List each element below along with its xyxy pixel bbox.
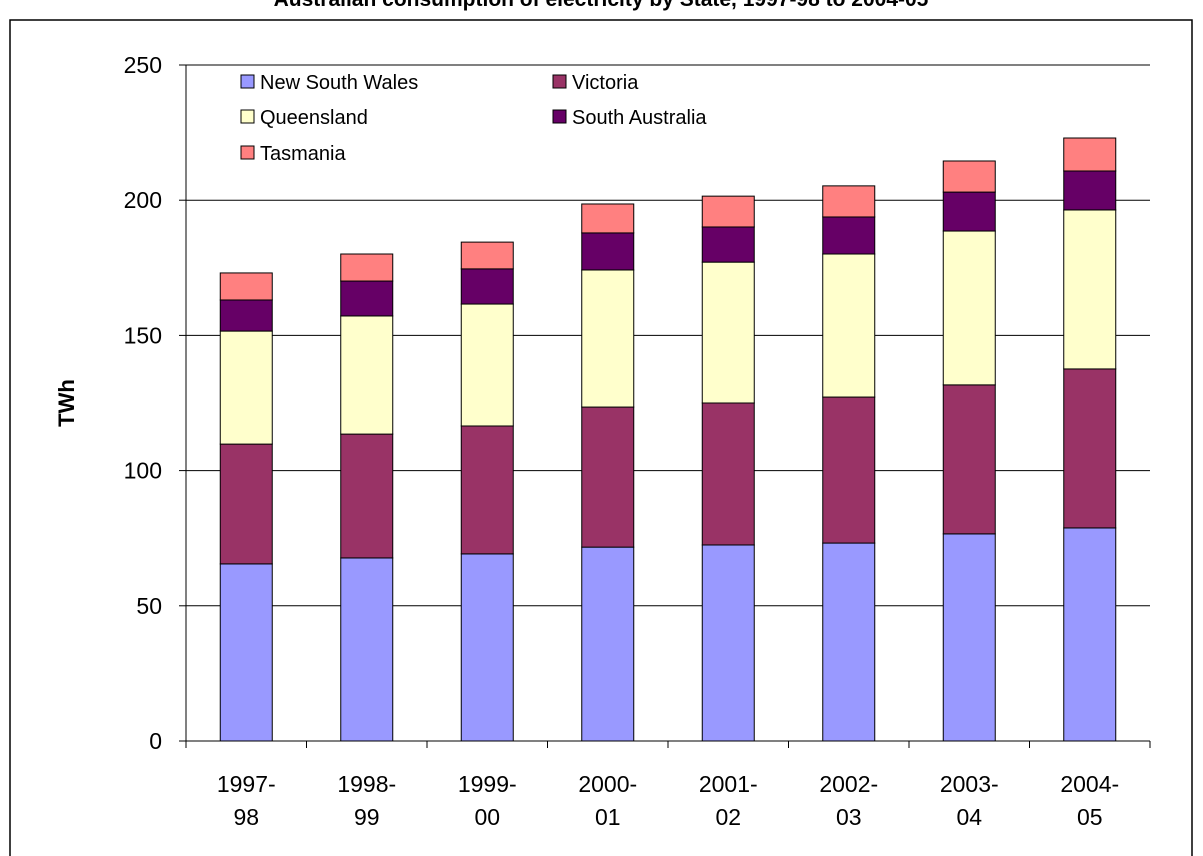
- x-tick-label-line: 00: [474, 804, 500, 830]
- chart-title: Australian consumption of electricity by…: [274, 0, 929, 11]
- bar-segment: [822, 253, 876, 398]
- legend-label: New South Wales: [260, 72, 418, 94]
- x-tick-label: 2004- 05: [1060, 771, 1119, 830]
- x-tick-label: 1997- 98: [217, 771, 276, 830]
- legend-swatch: [240, 145, 255, 160]
- x-tick-label: 2000- 01: [578, 771, 637, 830]
- bar-segment: [701, 544, 755, 742]
- x-tick-label-line: 05: [1077, 804, 1103, 830]
- bar-segment: [340, 557, 394, 742]
- bar-segment: [581, 406, 635, 548]
- bar-segment: [822, 396, 876, 544]
- y-tick-label: 0: [149, 728, 162, 754]
- x-tick-label-line: 2002-: [819, 771, 878, 797]
- bar-segment: [219, 272, 273, 301]
- x-tick-label: 2001- 02: [699, 771, 758, 830]
- legend-swatch: [552, 74, 567, 89]
- bar-segment: [1063, 170, 1117, 211]
- x-tick-label-line: 02: [715, 804, 741, 830]
- x-tick-label-line: 1999-: [458, 771, 517, 797]
- bar-segment: [1063, 527, 1117, 742]
- x-tick-label-line: 2003-: [940, 771, 999, 797]
- bar-segment: [340, 433, 394, 559]
- x-tick-label-line: 2001-: [699, 771, 758, 797]
- x-tick-label: 2002- 03: [819, 771, 878, 830]
- bar-segment: [701, 261, 755, 404]
- bar-segment: [1063, 137, 1117, 172]
- bar-segment: [340, 280, 394, 317]
- bar-segment: [219, 563, 273, 742]
- bar-segment: [942, 160, 996, 193]
- bar-segment: [219, 443, 273, 565]
- x-tick-label: 1999- 00: [458, 771, 517, 830]
- bar-segment: [581, 269, 635, 408]
- y-tick-label: 200: [124, 187, 162, 213]
- x-tick-label-line: 1997-: [217, 771, 276, 797]
- bar-segment: [1063, 209, 1117, 370]
- x-tick-label-line: 04: [956, 804, 982, 830]
- y-axis-label: TWh: [54, 379, 79, 427]
- legend-swatch: [552, 109, 567, 124]
- bar-segment: [942, 384, 996, 535]
- bar-segment: [822, 185, 876, 218]
- x-tick-label-line: 2004-: [1060, 771, 1119, 797]
- bar-segment: [701, 402, 755, 546]
- y-tick-label: 150: [124, 322, 162, 348]
- x-tick-label: 1998- 99: [337, 771, 396, 830]
- bar-segment: [701, 195, 755, 228]
- bar-segment: [219, 299, 273, 332]
- bar-segment: [581, 203, 635, 234]
- bar-segment: [219, 330, 273, 445]
- bar-segment: [460, 268, 514, 305]
- x-tick-label-line: 98: [233, 804, 259, 830]
- legend-swatch: [240, 74, 255, 89]
- bar-segment: [822, 216, 876, 255]
- bar-segment: [1063, 368, 1117, 529]
- bar-segment: [581, 232, 635, 271]
- legend-label: Tasmania: [260, 143, 346, 165]
- legend-label: Queensland: [260, 107, 368, 129]
- x-tick-label-line: 03: [836, 804, 862, 830]
- legend-label: South Australia: [572, 107, 707, 129]
- x-tick-label-line: 01: [595, 804, 621, 830]
- x-tick-label-line: 2000-: [578, 771, 637, 797]
- y-tick-label: 100: [124, 458, 162, 484]
- bar-segment: [460, 553, 514, 742]
- bar-segment: [942, 533, 996, 742]
- x-tick-label-line: 99: [354, 804, 380, 830]
- bar-segment: [460, 241, 514, 270]
- bar-segment: [340, 253, 394, 282]
- bar-segment: [822, 542, 876, 742]
- y-tick-label: 250: [124, 52, 162, 78]
- x-tick-label-line: 1998-: [337, 771, 396, 797]
- bar-segment: [701, 226, 755, 263]
- legend-swatch: [240, 109, 255, 124]
- bar-segment: [460, 303, 514, 427]
- legend-label: Victoria: [572, 72, 639, 94]
- x-tick-label: 2003- 04: [940, 771, 999, 830]
- bar-segment: [460, 425, 514, 555]
- y-tick-label: 50: [136, 593, 162, 619]
- bar-segment: [581, 546, 635, 742]
- bar-segment: [942, 230, 996, 386]
- bar-segment: [340, 315, 394, 435]
- bar-segment: [942, 191, 996, 232]
